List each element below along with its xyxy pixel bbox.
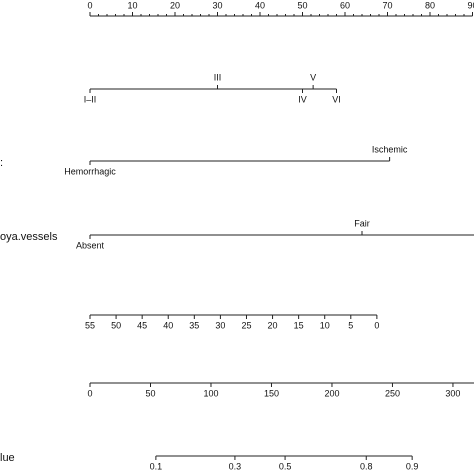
tick-label: 50: [297, 0, 307, 10]
tick-label: 0.9: [406, 461, 419, 471]
tick-label: 60: [340, 0, 350, 10]
tick-label: Ischemic: [372, 144, 408, 154]
tick-label: 10: [320, 320, 330, 330]
tick-label: 0: [87, 0, 92, 10]
tick-label: 50: [145, 388, 155, 398]
tick-label: 40: [255, 0, 265, 10]
tick-label: 250: [385, 388, 400, 398]
tick-label: 0: [87, 388, 92, 398]
tick-label: 0.3: [229, 461, 242, 471]
tick-label: III: [214, 72, 222, 82]
tick-label: 30: [215, 320, 225, 330]
tick-label: V: [310, 72, 316, 82]
tick-label: 100: [203, 388, 218, 398]
tick-label: 0.1: [150, 461, 163, 471]
tick-label: 45: [137, 320, 147, 330]
tick-label: 80: [425, 0, 435, 10]
tick-label: 10: [127, 0, 137, 10]
tick-label: 30: [212, 0, 222, 10]
tick-label: 5: [348, 320, 353, 330]
tick-label: I–II: [84, 94, 97, 104]
row-label: oya.vessels: [0, 231, 58, 243]
tick-label: 70: [382, 0, 392, 10]
tick-label: 0: [374, 320, 379, 330]
tick-label: 300: [445, 388, 460, 398]
tick-label: 90: [467, 0, 474, 10]
tick-label: 200: [324, 388, 339, 398]
tick-label: Fair: [354, 218, 370, 228]
tick-label: VI: [332, 94, 341, 104]
tick-label: 35: [189, 320, 199, 330]
tick-label: 15: [294, 320, 304, 330]
row-label: :: [0, 157, 3, 169]
tick-label: 150: [264, 388, 279, 398]
tick-label: 40: [163, 320, 173, 330]
tick-label: 55: [85, 320, 95, 330]
tick-label: 50: [111, 320, 121, 330]
tick-label: 20: [170, 0, 180, 10]
tick-label: Absent: [76, 240, 105, 250]
tick-label: Hemorrhagic: [64, 166, 116, 176]
row-label: lue: [0, 452, 15, 464]
tick-label: 25: [241, 320, 251, 330]
tick-label: 0.8: [360, 461, 373, 471]
tick-label: 0.5: [279, 461, 292, 471]
tick-label: 20: [268, 320, 278, 330]
tick-label: IV: [298, 94, 307, 104]
